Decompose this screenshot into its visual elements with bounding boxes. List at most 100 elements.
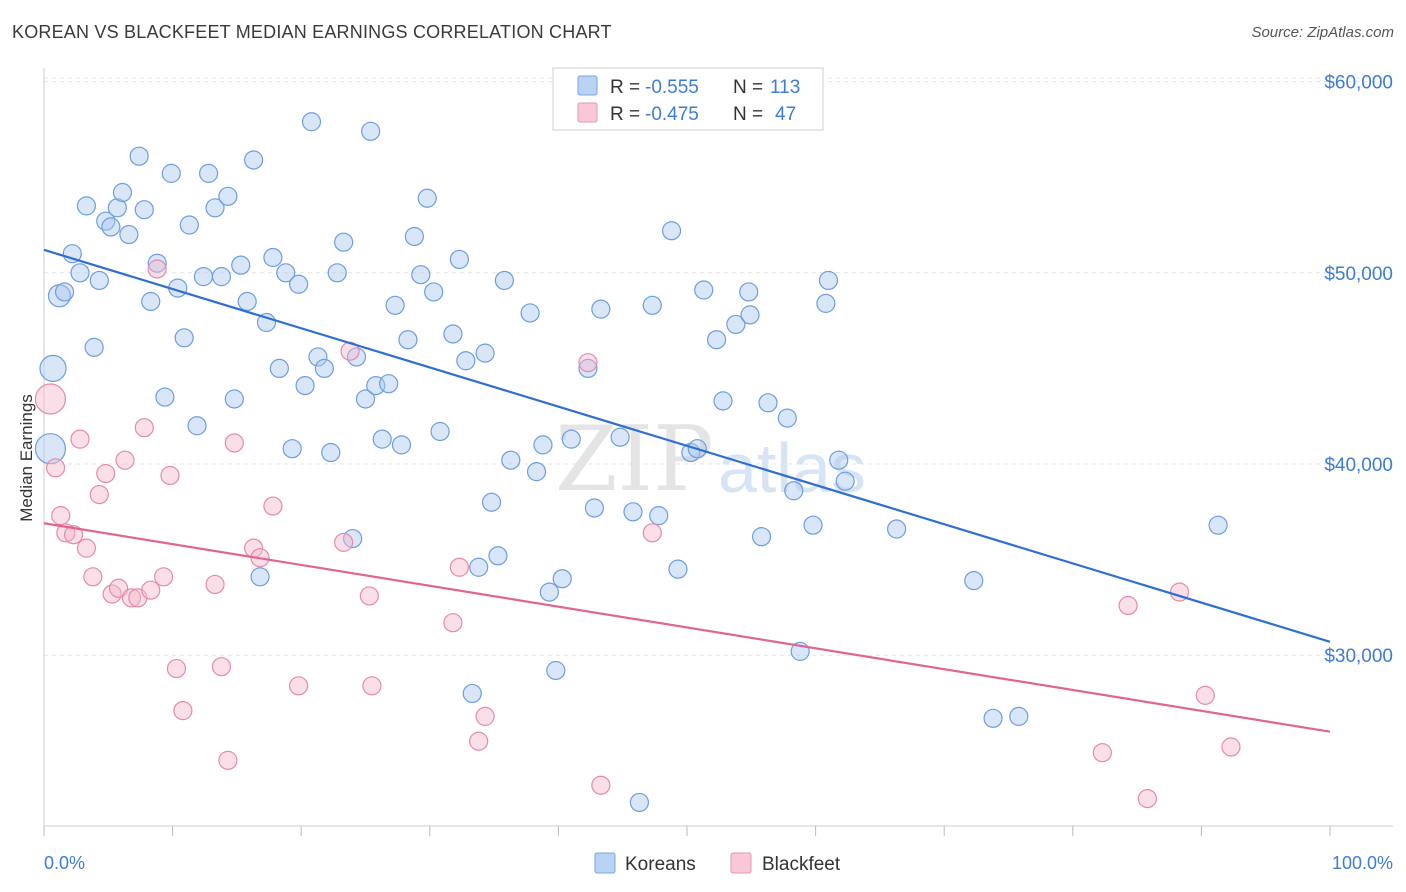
data-point: [218, 750, 238, 770]
data-point: [89, 484, 109, 505]
data-point: [546, 660, 566, 681]
data-point: [211, 657, 232, 677]
data-point: [777, 408, 797, 428]
data-point: [591, 775, 611, 795]
data-point: [160, 465, 180, 486]
data-point: [276, 263, 296, 283]
data-point: [301, 112, 322, 132]
data-point: [269, 358, 289, 378]
bottom-legend-koreans: Koreans: [625, 854, 696, 875]
legend-swatch-blackfeet: [577, 102, 598, 123]
data-point: [449, 557, 469, 577]
data-point: [964, 571, 984, 591]
data-point: [668, 559, 688, 579]
data-point: [134, 418, 154, 438]
data-point: [295, 376, 315, 396]
data-point: [1118, 595, 1138, 616]
data-point: [1195, 685, 1215, 705]
data-point: [174, 328, 194, 348]
data-point: [34, 433, 67, 465]
data-point: [526, 462, 547, 482]
data-point: [475, 343, 495, 363]
legend-n-label-2: N =: [733, 104, 763, 125]
data-point: [610, 427, 630, 447]
data-point: [443, 324, 463, 344]
data-point: [108, 578, 129, 598]
data-point: [578, 353, 598, 373]
data-point: [1009, 706, 1029, 726]
data-point: [372, 429, 392, 449]
data-point: [818, 270, 839, 291]
y-tick-label: $60,000: [1324, 73, 1393, 94]
data-point: [449, 249, 469, 270]
data-point: [84, 337, 104, 357]
data-point: [501, 450, 521, 470]
data-point: [835, 471, 855, 491]
data-point: [199, 163, 219, 183]
data-point: [115, 450, 135, 470]
data-point: [54, 282, 75, 302]
data-point: [334, 232, 354, 252]
data-point: [642, 295, 662, 315]
data-point: [179, 215, 199, 235]
data-point: [469, 731, 489, 751]
data-point: [469, 557, 489, 577]
data-point: [327, 263, 347, 283]
trendline-koreans: [43, 248, 1331, 643]
koreans-points: [34, 112, 1228, 813]
data-point: [289, 274, 309, 294]
data-point: [289, 676, 309, 696]
correlation-legend: R = -0.555 N = 113 R = -0.475 N = 47: [552, 67, 824, 131]
legend-swatch-koreans: [577, 75, 598, 96]
data-point: [629, 792, 650, 813]
x-tick-label-left: 0.0%: [44, 853, 85, 873]
data-point: [561, 429, 581, 449]
chart-source: Source: ZipAtlas.com: [1251, 24, 1394, 41]
data-point: [411, 265, 431, 285]
data-point: [166, 658, 187, 679]
data-point: [462, 683, 482, 704]
data-point: [237, 291, 257, 312]
data-point: [308, 347, 328, 367]
legend-r-label-2: R =: [610, 104, 640, 125]
data-point: [803, 515, 823, 535]
data-point: [578, 358, 598, 378]
data-point: [355, 389, 376, 409]
data-point: [1208, 515, 1228, 535]
data-point: [76, 538, 97, 558]
data-point: [141, 580, 161, 600]
data-point: [134, 200, 154, 220]
bottom-legend-swatch-koreans: [594, 852, 616, 874]
data-point: [263, 247, 283, 268]
data-point: [784, 481, 804, 501]
data-point: [983, 708, 1003, 728]
data-point: [398, 330, 418, 350]
y-tick-labels: $30,000 $40,000 $50,000 $60,000: [1324, 73, 1393, 668]
data-point: [161, 163, 181, 183]
data-point: [430, 421, 450, 442]
data-point: [187, 416, 207, 436]
data-point: [76, 196, 97, 216]
bottom-legend-blackfeet: Blackfeet: [762, 854, 841, 875]
data-point: [205, 574, 225, 595]
data-point: [1092, 743, 1112, 763]
data-point: [816, 293, 836, 313]
data-point: [533, 435, 553, 455]
legend-n-value-2: 47: [775, 104, 796, 125]
data-point: [539, 582, 559, 602]
data-point: [250, 567, 270, 587]
x-tick-label-right: 100.0%: [1332, 853, 1393, 873]
data-point: [334, 532, 354, 552]
data-point: [1221, 737, 1241, 757]
watermark-zip: ZIP: [555, 407, 714, 512]
data-point: [96, 463, 116, 484]
data-point: [584, 498, 605, 518]
blackfeet-points: [34, 259, 1241, 809]
watermark-atlas: atlas: [718, 429, 866, 507]
series-legend: Koreans Blackfeet: [594, 852, 841, 875]
data-point: [713, 391, 733, 411]
data-point: [726, 314, 746, 335]
data-point: [153, 567, 174, 587]
data-point: [211, 267, 232, 287]
